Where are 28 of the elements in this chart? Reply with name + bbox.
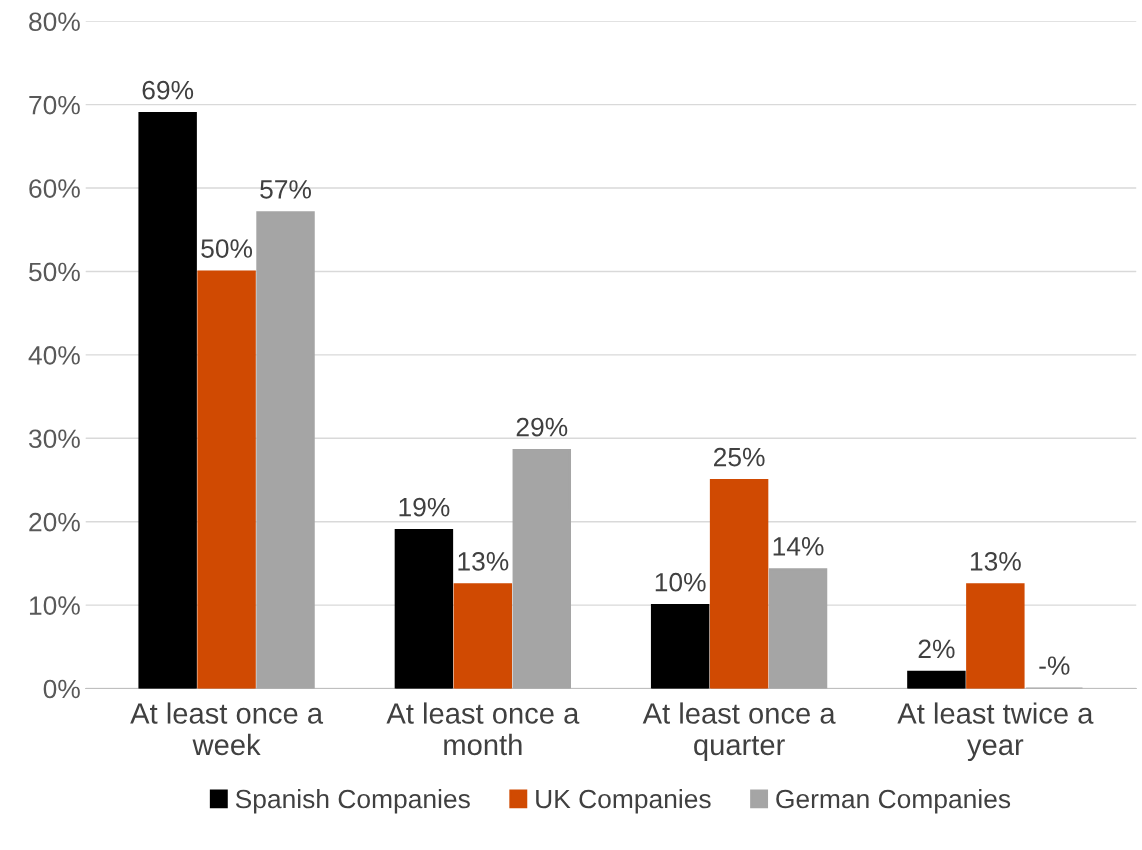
x-tick-label: At least twice a year xyxy=(897,702,1094,761)
y-tick-label: 40% xyxy=(28,346,80,365)
data-label: 50% xyxy=(201,239,253,258)
data-label: 69% xyxy=(142,80,194,100)
data-label: 13% xyxy=(970,552,1021,571)
data-label: 19% xyxy=(399,497,450,517)
x-tick-label: At least once a quarter xyxy=(642,702,836,761)
y-tick-label: 50% xyxy=(29,262,80,282)
y-tick-label: 30% xyxy=(28,429,80,449)
y-tick-label: 60% xyxy=(29,179,80,198)
data-label: 14% xyxy=(773,537,824,556)
y-tick-label: 70% xyxy=(29,95,80,115)
data-label: 13% xyxy=(458,552,509,571)
legend-label: German Companies xyxy=(776,788,1011,814)
x-tick-label: At least once a week xyxy=(130,702,324,756)
data-label: 10% xyxy=(655,572,706,592)
y-tick-label: 80% xyxy=(29,12,80,32)
data-label: -% xyxy=(1039,656,1070,675)
legend-label: UK Companies xyxy=(536,788,711,814)
y-tick-label: 20% xyxy=(29,512,80,532)
data-label: 57% xyxy=(260,180,311,199)
y-tick-label: 0% xyxy=(43,679,80,699)
legend-label: Spanish Companies xyxy=(235,788,470,814)
data-label: 25% xyxy=(714,447,765,467)
x-tick-label: At least once a month xyxy=(386,702,580,756)
y-tick-label: 10% xyxy=(29,596,80,615)
data-label: 2% xyxy=(918,639,955,659)
data-label: 29% xyxy=(516,417,568,437)
